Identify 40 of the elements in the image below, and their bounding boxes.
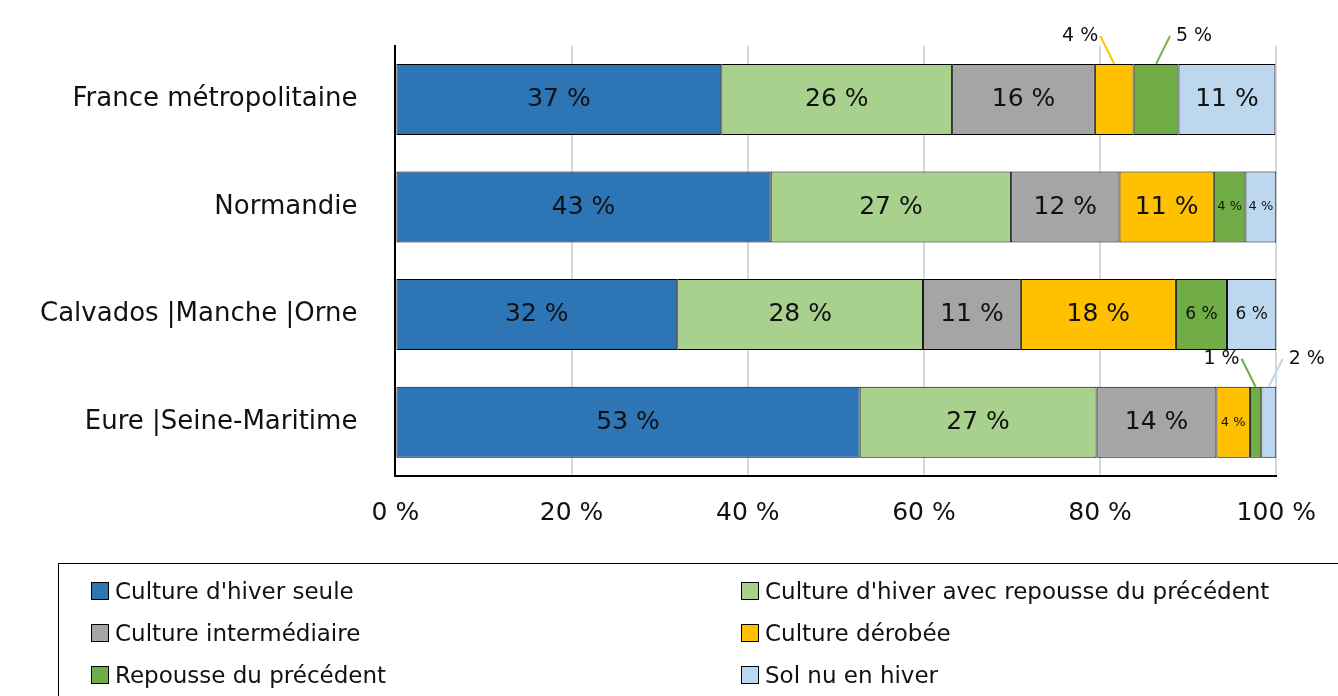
data-label: 2 %: [1288, 345, 1325, 368]
data-label: 18 %: [1066, 298, 1131, 328]
data-label: 11 %: [1134, 190, 1199, 220]
legend-label: Culture d'hiver avec repousse du précédent: [765, 578, 1270, 604]
legend-label: Sol nu en hiver: [765, 662, 939, 688]
legend-label: Culture d'hiver seule: [115, 578, 354, 604]
x-tick-label: 100 %: [1236, 496, 1316, 526]
legend-label: Culture dérobée: [765, 620, 951, 646]
data-label: 11 %: [1195, 82, 1259, 112]
data-label: 28 %: [768, 298, 832, 328]
data-label: 1 %: [1203, 345, 1240, 368]
x-tick-label: 80 %: [1068, 496, 1132, 526]
x-tick-label: 40 %: [716, 496, 780, 526]
y-tick-label: France métropolitaine: [72, 82, 358, 113]
y-tick-label: Calvados |Manche |Orne: [40, 297, 358, 329]
data-label: 53 %: [596, 405, 660, 435]
data-label: 43 %: [551, 190, 616, 220]
data-label: 12 %: [1033, 190, 1098, 220]
data-label: 6 %: [1235, 303, 1268, 324]
y-tick-label: Eure |Seine-Maritime: [84, 404, 358, 436]
y-tick-label: Normandie: [214, 189, 358, 220]
data-label: 37 %: [527, 82, 591, 112]
data-label: 14 %: [1124, 405, 1189, 435]
data-label: 11 %: [940, 298, 1004, 328]
x-tick-label: 60 %: [892, 496, 956, 526]
data-label: 27 %: [859, 190, 923, 220]
data-label: 4 %: [1217, 198, 1242, 214]
x-tick-label: 0 %: [371, 496, 420, 526]
data-label: 32 %: [505, 298, 569, 328]
data-label: 4 %: [1062, 22, 1099, 45]
data-label: 4 %: [1220, 413, 1246, 429]
legend-label: Repousse du précédent: [115, 662, 387, 688]
data-label: 4 %: [1248, 198, 1274, 214]
data-label: 16 %: [991, 82, 1056, 112]
data-label: 6 %: [1185, 303, 1218, 324]
data-label: 27 %: [946, 405, 1010, 435]
data-label: 26 %: [804, 82, 869, 112]
data-label: 5 %: [1175, 22, 1213, 45]
legend-label: Culture intermédiaire: [115, 620, 361, 646]
x-tick-label: 20 %: [539, 496, 604, 526]
